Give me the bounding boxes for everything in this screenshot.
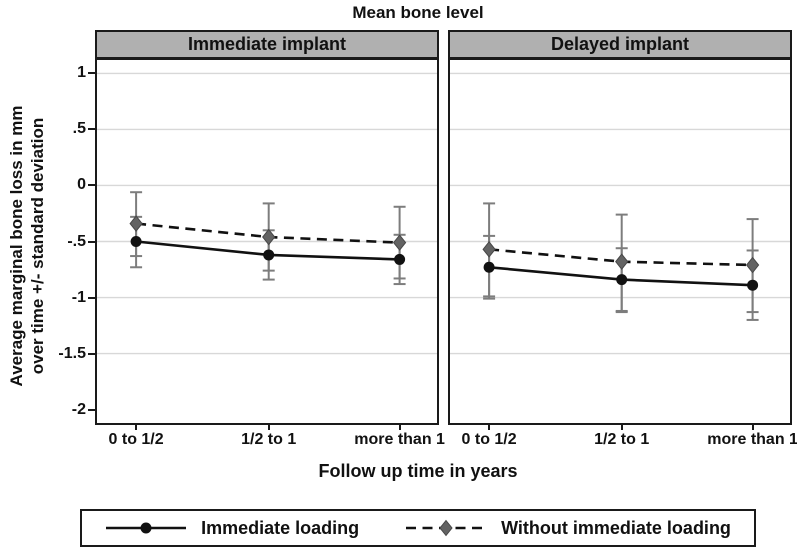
x-axis-title: Follow up time in years: [318, 461, 518, 481]
diamond-marker: [262, 228, 276, 246]
panel-header-delayed-implant: Delayed implant: [448, 30, 792, 59]
x-tick-label: more than 1: [707, 431, 797, 448]
x-tick-mark: [620, 423, 623, 430]
y-tick-mark: [88, 240, 96, 243]
y-axis-title-line1: Average marginal bone loss in mm: [7, 105, 26, 387]
circle-marker: [747, 279, 759, 291]
y-tick-label: 1: [77, 64, 86, 82]
circle-marker: [394, 253, 406, 265]
circle-marker: [263, 249, 275, 261]
plot-area-immediate-implant: [95, 58, 439, 425]
panel-header-immediate-implant: Immediate implant: [95, 30, 439, 59]
y-tick-mark: [88, 128, 96, 131]
x-tick-label: 1/2 to 1: [594, 431, 650, 448]
solid-line-circle-marker-icon: [106, 522, 187, 534]
dashed-line-diamond-marker-icon: [406, 519, 487, 537]
y-tick-label: .5: [72, 120, 86, 138]
x-tick-mark: [488, 423, 491, 430]
legend-label: Immediate loading: [201, 517, 360, 538]
panel-canvas: [450, 72, 790, 355]
y-tick-label: 0: [77, 176, 86, 194]
diamond-marker: [615, 253, 629, 270]
panel-title: Delayed implant: [550, 34, 690, 54]
circle-marker: [483, 261, 495, 273]
circle-marker: [616, 274, 628, 286]
y-tick-mark: [88, 72, 96, 75]
y-tick-mark: [88, 408, 96, 411]
figure-title: Mean bone level: [352, 3, 484, 22]
panel-canvas: [97, 72, 437, 355]
y-tick-label: -1: [71, 288, 86, 306]
y-tick-mark: [88, 296, 96, 299]
x-tick-mark: [751, 423, 754, 430]
diamond-marker: [392, 234, 407, 251]
diamond-marker: [482, 241, 496, 258]
circle-marker: [130, 236, 142, 247]
panel-title: Immediate implant: [187, 34, 347, 54]
x-tick-label: 1/2 to 1: [241, 431, 297, 448]
x-tick-mark: [267, 423, 270, 430]
x-tick-label: 0 to 1/2: [108, 431, 164, 448]
y-tick-label: -2: [71, 400, 86, 418]
y-tick-mark: [88, 184, 96, 187]
x-tick-mark: [135, 423, 138, 430]
y-tick-label: -.5: [67, 232, 86, 250]
y-tick-mark: [88, 352, 96, 355]
legend-entry-immediate-loading: Immediate loading: [105, 518, 359, 539]
plot-area-delayed-implant: [448, 58, 792, 425]
x-tick-mark: [398, 423, 401, 430]
legend-label: Without immediate loading: [501, 517, 731, 538]
x-tick-label: more than 1: [354, 431, 445, 448]
legend: Immediate loading Without immediate load…: [80, 509, 756, 547]
diamond-marker: [745, 256, 760, 274]
diamond-marker: [129, 215, 143, 232]
legend-entry-without-immediate-loading: Without immediate loading: [405, 518, 731, 539]
x-tick-label: 0 to 1/2: [461, 431, 517, 448]
y-tick-label: -1.5: [58, 344, 86, 362]
